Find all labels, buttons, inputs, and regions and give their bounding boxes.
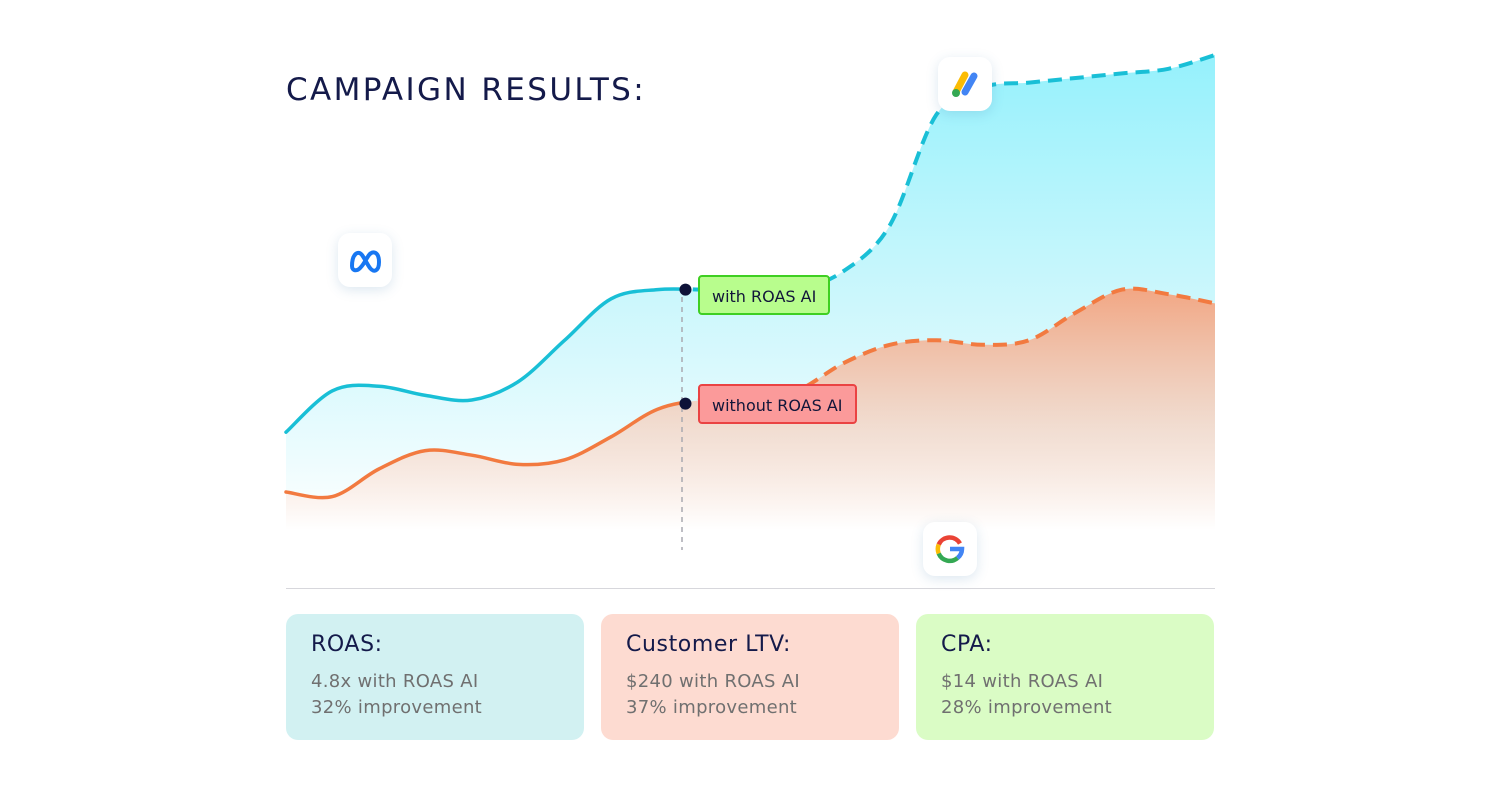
with-roas-ai-marker bbox=[679, 283, 692, 296]
customer-ltv-card-value: $240 with ROAS AI bbox=[626, 671, 800, 692]
customer-ltv-card: Customer LTV: $240 with ROAS AI 37% impr… bbox=[601, 614, 899, 740]
roas-card-value: 4.8x with ROAS AI bbox=[311, 671, 479, 692]
customer-ltv-card-improvement: 37% improvement bbox=[626, 697, 798, 718]
roas-card-title: ROAS: bbox=[311, 632, 383, 657]
roas-card-improvement: 32% improvement bbox=[311, 697, 483, 718]
without-roas-ai-line-solid bbox=[284, 400, 686, 500]
meta-icon bbox=[350, 250, 381, 273]
without-roas-ai-label: without ROAS AI bbox=[698, 384, 857, 424]
cpa-card-title: CPA: bbox=[941, 632, 993, 657]
cpa-card-value: $14 with ROAS AI bbox=[941, 671, 1104, 692]
customer-ltv-card-title: Customer LTV: bbox=[626, 632, 791, 657]
with-roas-ai-line-solid bbox=[284, 287, 686, 434]
google-ads-icon-card bbox=[938, 57, 992, 111]
google-icon-card bbox=[923, 522, 977, 576]
section-divider bbox=[286, 588, 1215, 589]
meta-icon-card bbox=[338, 233, 392, 287]
with-roas-ai-label: with ROAS AI bbox=[698, 275, 831, 315]
cpa-card: CPA: $14 with ROAS AI 28% improvement bbox=[916, 614, 1214, 740]
google-icon bbox=[935, 535, 965, 564]
page-title: CAMPAIGN RESULTS: bbox=[286, 72, 647, 108]
cpa-card-improvement: 28% improvement bbox=[941, 697, 1113, 718]
roas-card: ROAS: 4.8x with ROAS AI 32% improvement bbox=[286, 614, 584, 740]
without-roas-ai-marker bbox=[679, 397, 692, 410]
google-ads-icon bbox=[952, 71, 978, 97]
